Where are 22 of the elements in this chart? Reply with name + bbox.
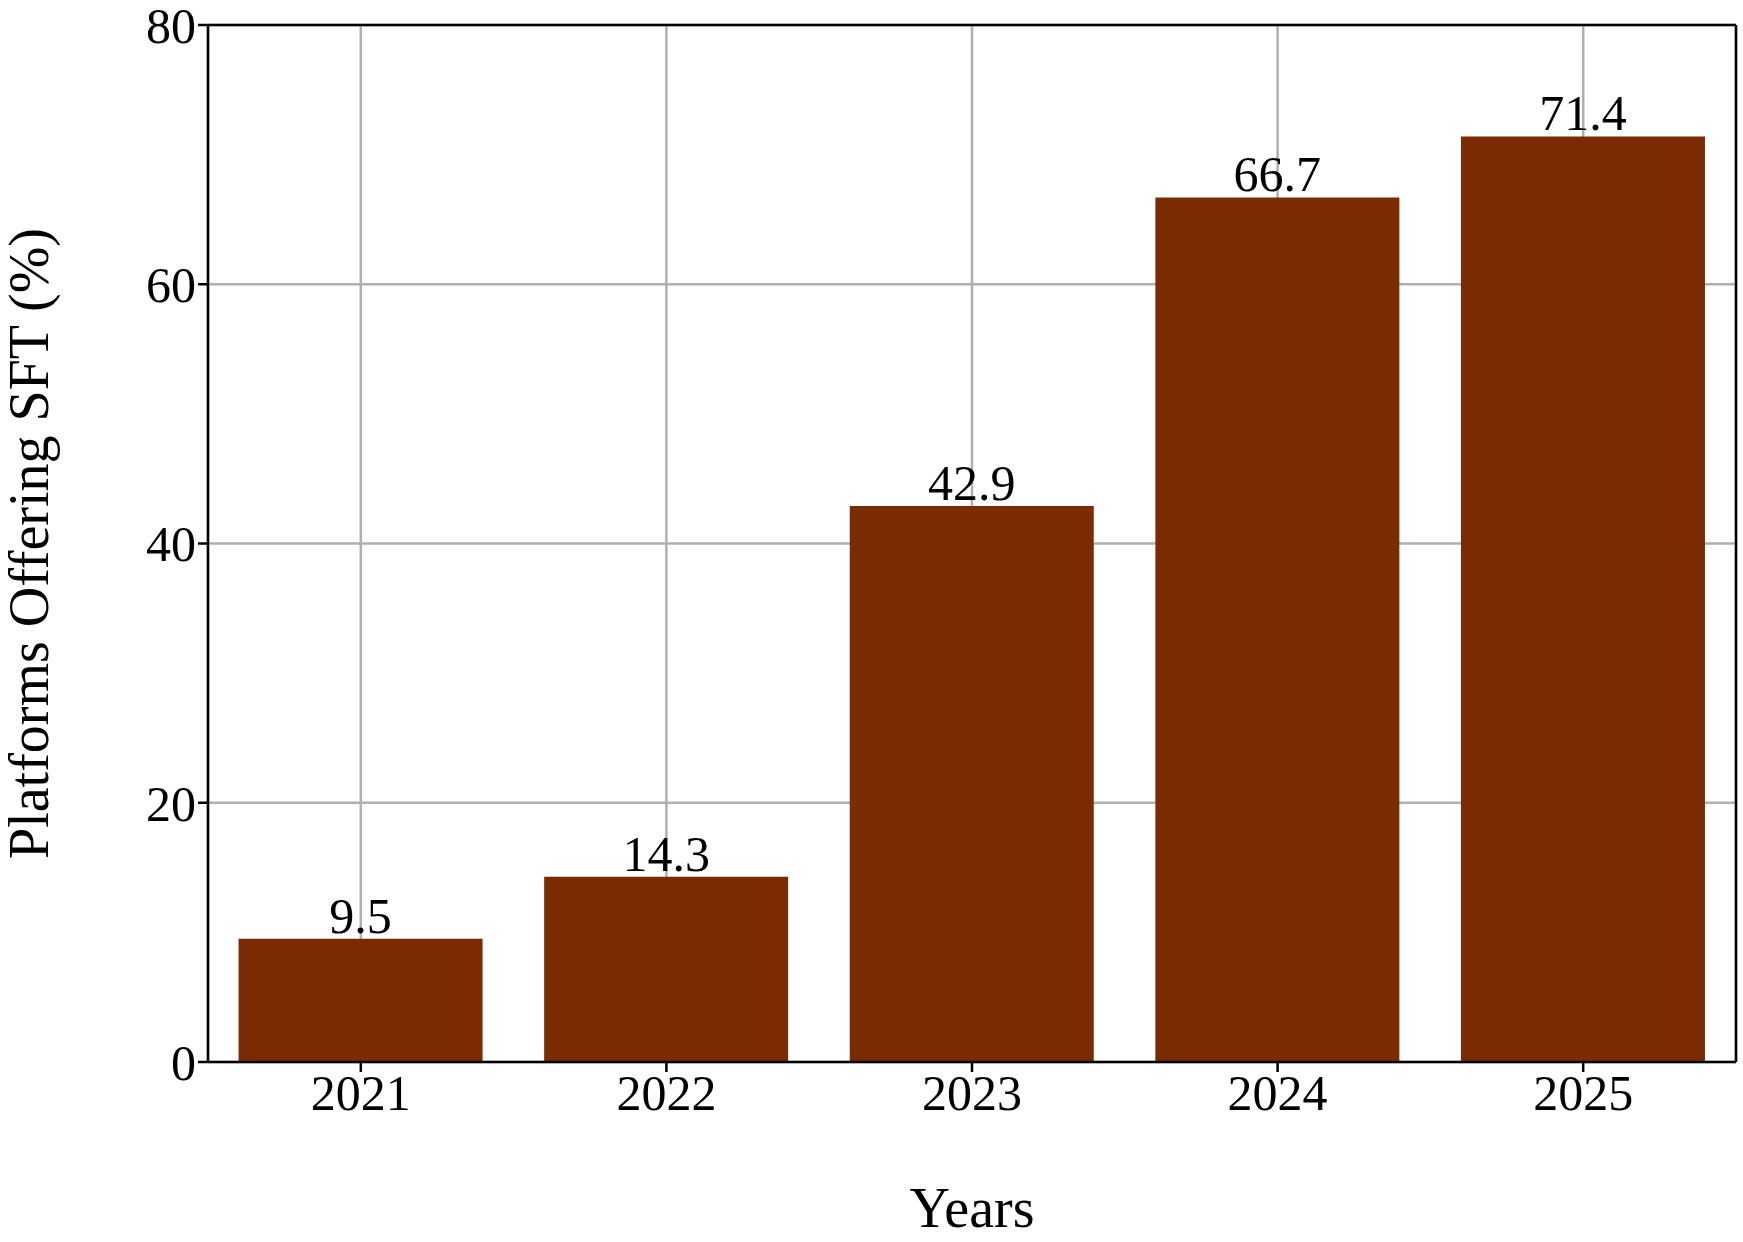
y-axis-title: Platforms Offering SFT (%) — [0, 228, 61, 859]
bar — [544, 876, 789, 1062]
x-axis-title: Years — [909, 1177, 1035, 1239]
x-tick-label: 2023 — [922, 1064, 1022, 1121]
bar — [1155, 197, 1400, 1062]
data-label: 14.3 — [622, 825, 710, 882]
y-tick-label: 20 — [146, 775, 196, 832]
data-label: 71.4 — [1539, 85, 1627, 142]
y-tick-label: 40 — [146, 516, 196, 573]
y-tick-label: 80 — [146, 0, 196, 54]
y-tick-label: 0 — [171, 1034, 196, 1091]
bar — [1460, 136, 1705, 1062]
data-label: 42.9 — [928, 454, 1016, 511]
data-label: 66.7 — [1233, 146, 1322, 203]
bar — [238, 938, 483, 1062]
y-tick-label: 60 — [146, 257, 196, 313]
x-tick-label: 2021 — [310, 1064, 411, 1121]
bar — [849, 505, 1094, 1062]
x-tick-label: 2024 — [1227, 1064, 1328, 1121]
x-tick-label: 2025 — [1533, 1064, 1634, 1121]
data-label: 9.5 — [329, 887, 392, 944]
x-tick-label: 2022 — [616, 1064, 717, 1121]
